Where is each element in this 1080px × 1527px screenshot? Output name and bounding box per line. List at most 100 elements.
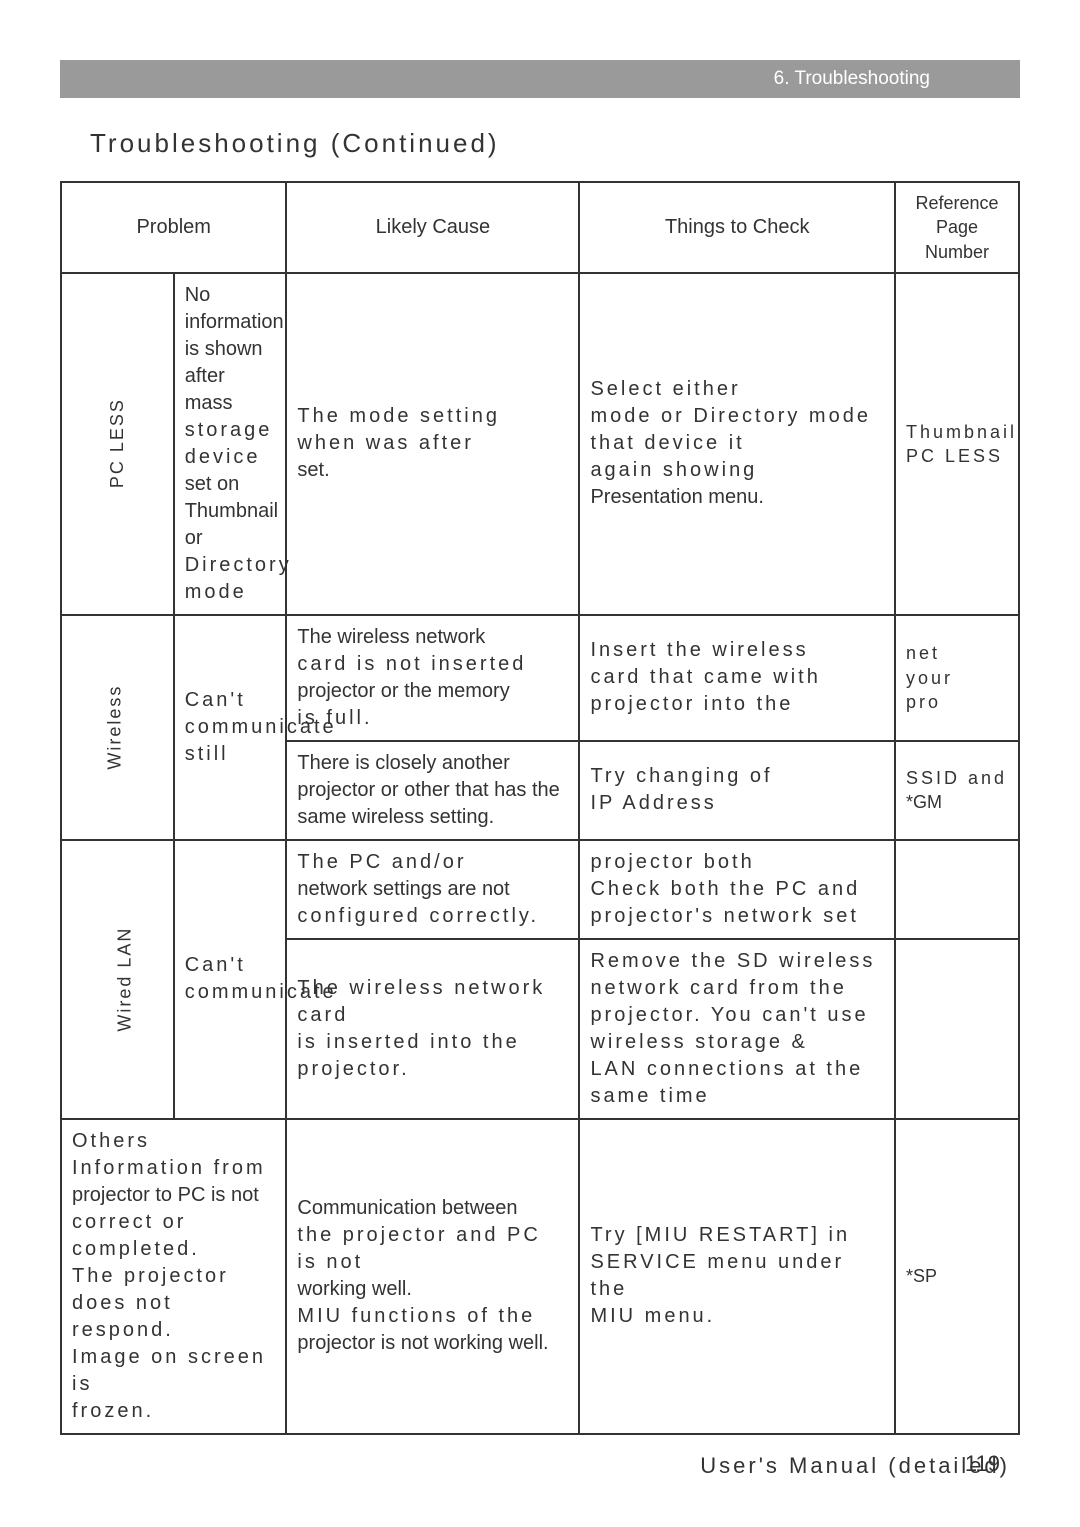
check-cell: Remove the SD wireless network card from… (579, 939, 895, 1119)
text: wireless storage & (590, 1031, 807, 1053)
table-row: Wired LAN Can't communicate The PC and/o… (61, 840, 1019, 939)
text: Try changing of (590, 765, 772, 787)
col-ref: Reference Page Number (895, 182, 1019, 273)
text: *GM (906, 792, 942, 812)
text: Communication between (297, 1197, 517, 1219)
page-number: 119 (965, 1451, 1000, 1477)
text: mode or Directory mode (590, 405, 871, 427)
problem-cell: Can't communicate still (174, 615, 287, 840)
text: storage device (185, 419, 273, 468)
ref-cell: SSID and *GM (895, 741, 1019, 840)
check-cell: Insert the wireless card that came with … (579, 615, 895, 741)
text: Select either (590, 378, 740, 400)
cause-cell: The mode setting when was after set. (286, 273, 579, 615)
category-cell-wired: Wired LAN (61, 840, 174, 1119)
section-title: Troubleshooting (Continued) (90, 128, 1020, 159)
text: Check both the PC and (590, 878, 860, 900)
text: same time (590, 1085, 709, 1107)
text: Thumbnail (906, 422, 1017, 442)
footer-note: User's Manual (detailed) (60, 1453, 1020, 1479)
text: set. (297, 459, 329, 481)
text: when was after (297, 432, 474, 454)
ref-cell (895, 840, 1019, 939)
col-problem: Problem (61, 182, 286, 273)
text: working well. (297, 1278, 411, 1300)
text: LAN connections at the (590, 1058, 863, 1080)
text: SSID and (906, 768, 1007, 788)
check-cell: Try [MIU RESTART] in SERVICE menu under … (579, 1119, 895, 1434)
text: network card from the (590, 977, 846, 999)
text: Others (72, 1130, 150, 1152)
text: card that came with (590, 666, 820, 688)
text: Directory mode (185, 554, 292, 603)
text: your (906, 668, 953, 688)
text: again showing (590, 459, 757, 481)
table-header-row: Problem Likely Cause Things to Check Ref… (61, 182, 1019, 273)
text: the projector and PC is not (297, 1224, 540, 1273)
problem-cell: No information is shown after mass stora… (174, 273, 287, 615)
cause-cell: The PC and/or network settings are not c… (286, 840, 579, 939)
text: PC LESS (906, 446, 1003, 466)
text: projector to PC is not (72, 1184, 259, 1206)
text: projector's network set (590, 905, 858, 927)
category-label: Wired LAN (112, 927, 136, 1032)
text: card is not inserted (297, 653, 526, 675)
table-row: Wireless Can't communicate still The wir… (61, 615, 1019, 741)
ref-cell: *SP (895, 1119, 1019, 1434)
text: The mode setting (297, 405, 500, 427)
text: Insert the wireless (590, 639, 808, 661)
text: net (906, 643, 940, 663)
text: The wireless network card (297, 977, 545, 1026)
col-cause: Likely Cause (286, 182, 579, 273)
text: respond. (72, 1319, 174, 1341)
text: is full. (297, 707, 372, 729)
troubleshooting-table: Problem Likely Cause Things to Check Ref… (60, 181, 1020, 1435)
chapter-label: 6. Troubleshooting (774, 68, 930, 90)
check-cell: Try changing of IP Address (579, 741, 895, 840)
text: IP Address (590, 792, 716, 814)
text: network settings are not (297, 878, 509, 900)
cause-cell: The wireless network card is not inserte… (286, 615, 579, 741)
problem-cell: Can't communicate (174, 840, 287, 1119)
cause-cell: Communication between the projector and … (286, 1119, 579, 1434)
ref-cell: Thumbnail PC LESS (895, 273, 1019, 615)
ref-cell: net your pro (895, 615, 1019, 741)
text: correct or completed. (72, 1211, 200, 1260)
text: set on Thumbnail or (185, 473, 278, 549)
text: projector is not working well. (297, 1332, 548, 1354)
col-check: Things to Check (579, 182, 895, 273)
text: pro (906, 692, 941, 712)
text: The wireless network (297, 626, 485, 648)
text: configured correctly. (297, 905, 539, 927)
text: projector. You can't use (590, 1004, 868, 1026)
text: *SP (906, 1266, 937, 1286)
table-row: PC LESS No information is shown after ma… (61, 273, 1019, 615)
text: Try [MIU RESTART] in (590, 1224, 850, 1246)
ref-cell (895, 939, 1019, 1119)
text: projector or the memory (297, 680, 509, 702)
category-cell-wireless: Wireless (61, 615, 174, 840)
text: There is closely another projector or ot… (297, 752, 559, 828)
text: No information is shown after mass (185, 284, 284, 414)
text: projector both (590, 851, 754, 873)
text: Image on screen is (72, 1346, 266, 1395)
table-row: Others Information from projector to PC … (61, 1119, 1019, 1434)
check-cell: Select either mode or Directory mode tha… (579, 273, 895, 615)
text: Remove the SD wireless (590, 950, 875, 972)
text: MIU functions of the (297, 1305, 535, 1327)
category-label: Wireless (102, 685, 126, 770)
text: Information from (72, 1157, 266, 1179)
text: projector into the (590, 693, 793, 715)
text: MIU menu. (590, 1305, 715, 1327)
chapter-header-bar: 6. Troubleshooting (60, 60, 1020, 98)
text: SERVICE menu under the (590, 1251, 844, 1300)
category-label: PC LESS (105, 399, 129, 489)
text: frozen. (72, 1400, 154, 1422)
cause-cell: There is closely another projector or ot… (286, 741, 579, 840)
problem-cell: Others Information from projector to PC … (61, 1119, 286, 1434)
cause-cell: The wireless network card is inserted in… (286, 939, 579, 1119)
check-cell: projector both Check both the PC and pro… (579, 840, 895, 939)
text: is inserted into the projector. (297, 1031, 519, 1080)
text: The projector does not (72, 1265, 229, 1314)
category-cell-pcless: PC LESS (61, 273, 174, 615)
